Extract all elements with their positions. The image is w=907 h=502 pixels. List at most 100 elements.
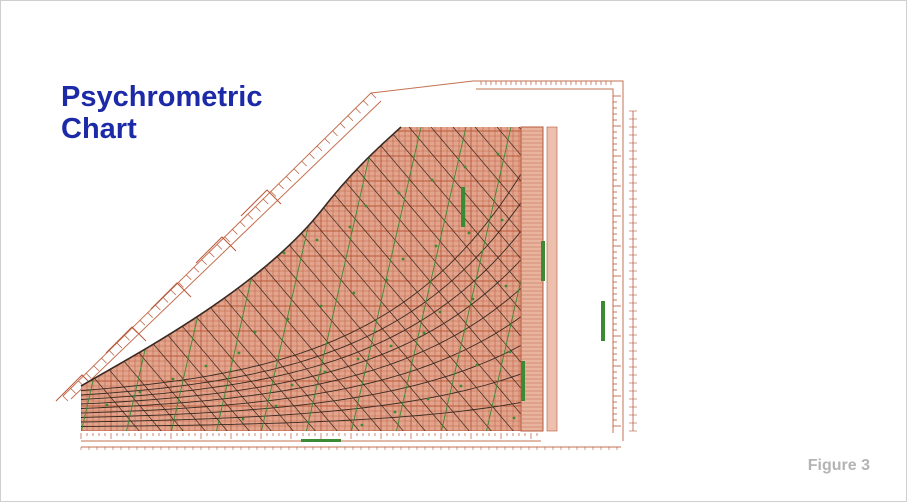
enthalpy-tick xyxy=(185,274,192,281)
chart-marker-dot xyxy=(434,244,438,248)
green-scale-label xyxy=(461,187,465,227)
humidity-ratio-scale-ticks xyxy=(480,81,637,432)
enthalpy-tick xyxy=(85,373,92,379)
figure-label: Figure 3 xyxy=(807,457,870,474)
enthalpy-tick xyxy=(324,138,331,144)
enthalpy-line xyxy=(607,127,867,433)
chart-marker-dot xyxy=(348,225,352,229)
enthalpy-tick xyxy=(262,198,269,205)
relative-humidity-curve xyxy=(81,339,531,418)
specific-volume-line xyxy=(440,127,512,431)
side-scale-panel xyxy=(520,126,558,432)
chart-marker-dot xyxy=(401,257,405,261)
chart-marker-dot xyxy=(208,145,212,149)
enthalpy-tick xyxy=(70,388,76,394)
side-scale-band-2 xyxy=(546,126,558,432)
enthalpy-line xyxy=(585,127,845,433)
chart-marker-dot xyxy=(360,423,364,427)
specific-volume-line xyxy=(576,127,646,433)
enthalpy-line xyxy=(342,127,531,431)
chart-marker-dot xyxy=(212,211,216,215)
enthalpy-line xyxy=(563,127,823,433)
enthalpy-line xyxy=(81,127,208,431)
enthalpy-bracket xyxy=(150,282,192,310)
chart-marker-dot xyxy=(426,397,430,401)
chart-marker-dot xyxy=(179,224,183,228)
chart-marker-dot xyxy=(315,238,319,242)
enthalpy-tick xyxy=(255,206,261,212)
chart-marker-dot xyxy=(167,311,171,315)
chart-marker-dot xyxy=(200,298,204,302)
chart-marker-dot xyxy=(323,370,327,374)
green-scale-label xyxy=(521,361,525,401)
relative-humidity-curve xyxy=(81,187,531,396)
relative-humidity-curve xyxy=(81,278,531,409)
chart-marker-dot xyxy=(385,278,389,282)
chart-marker-dot xyxy=(101,337,105,341)
enthalpy-line xyxy=(629,127,889,433)
enthalpy-bracket xyxy=(195,236,237,264)
enthalpy-tick xyxy=(332,130,338,137)
enthalpy-tick xyxy=(239,221,246,228)
chart-marker-dot xyxy=(438,310,442,314)
green-scale-label xyxy=(301,439,341,442)
enthalpy-line xyxy=(386,127,531,431)
relative-humidity-curve xyxy=(81,157,531,391)
chart-marker-dot xyxy=(422,331,426,335)
enthalpy-line xyxy=(518,127,531,431)
enthalpy-bracket xyxy=(105,326,147,354)
saturation-curve xyxy=(80,126,402,387)
enthalpy-line xyxy=(541,127,801,433)
chart-marker-dot xyxy=(241,417,245,421)
specific-volume-line xyxy=(305,127,377,431)
enthalpy-tick xyxy=(209,251,215,258)
chart-marker-dot xyxy=(142,171,146,175)
chart-marker-dot xyxy=(286,317,290,321)
chart-marker-dot xyxy=(463,165,467,169)
chart-marker-dot xyxy=(245,198,249,202)
chart-marker-dot xyxy=(97,271,101,275)
slide-title-line-2: Chart xyxy=(61,113,137,145)
chart-marker-dot xyxy=(237,351,241,355)
enthalpy-tick xyxy=(363,100,369,106)
chart-marker-dot xyxy=(105,403,109,407)
enthalpy-tick xyxy=(370,92,377,99)
enthalpy-line xyxy=(474,127,531,431)
chart-marker-dot xyxy=(253,330,257,334)
enthalpy-line xyxy=(452,127,531,431)
chart-marker-dot xyxy=(89,139,93,143)
slide-title-line-1: Psychrometric xyxy=(61,81,263,113)
chart-marker-dot xyxy=(430,178,434,182)
enthalpy-tick xyxy=(316,145,323,152)
relative-humidity-curve xyxy=(81,217,531,400)
enthalpy-line xyxy=(81,127,142,431)
chart-marker-dot xyxy=(364,204,368,208)
green-axis-labels xyxy=(301,187,605,442)
enthalpy-line xyxy=(430,127,531,431)
chart-marker-dot xyxy=(93,205,97,209)
chart-marker-dot xyxy=(163,245,167,249)
chart-marker-dot xyxy=(130,258,134,262)
enthalpy-tick xyxy=(232,229,238,235)
enthalpy-line xyxy=(364,127,531,431)
enthalpy-tick xyxy=(116,342,123,349)
chart-marker-dot xyxy=(175,158,179,162)
chart-region-fill xyxy=(81,127,531,431)
enthalpy-tick xyxy=(178,282,184,288)
chart-marker-dot xyxy=(389,344,393,348)
enthalpy-tick xyxy=(301,160,307,167)
enthalpy-tick xyxy=(147,312,153,318)
enthalpy-tick xyxy=(62,395,69,402)
enthalpy-tick xyxy=(216,244,223,250)
relative-humidity-curve xyxy=(81,369,531,423)
enthalpy-tick xyxy=(155,304,161,311)
chart-marker-dot xyxy=(216,277,220,281)
chart-marker-dot xyxy=(274,404,278,408)
chart-marker-dot xyxy=(475,363,479,367)
chart-marker-dot xyxy=(352,291,356,295)
enthalpy-tick xyxy=(286,176,292,182)
chart-marker-dot xyxy=(171,377,175,381)
relative-humidity-curve xyxy=(81,400,531,427)
